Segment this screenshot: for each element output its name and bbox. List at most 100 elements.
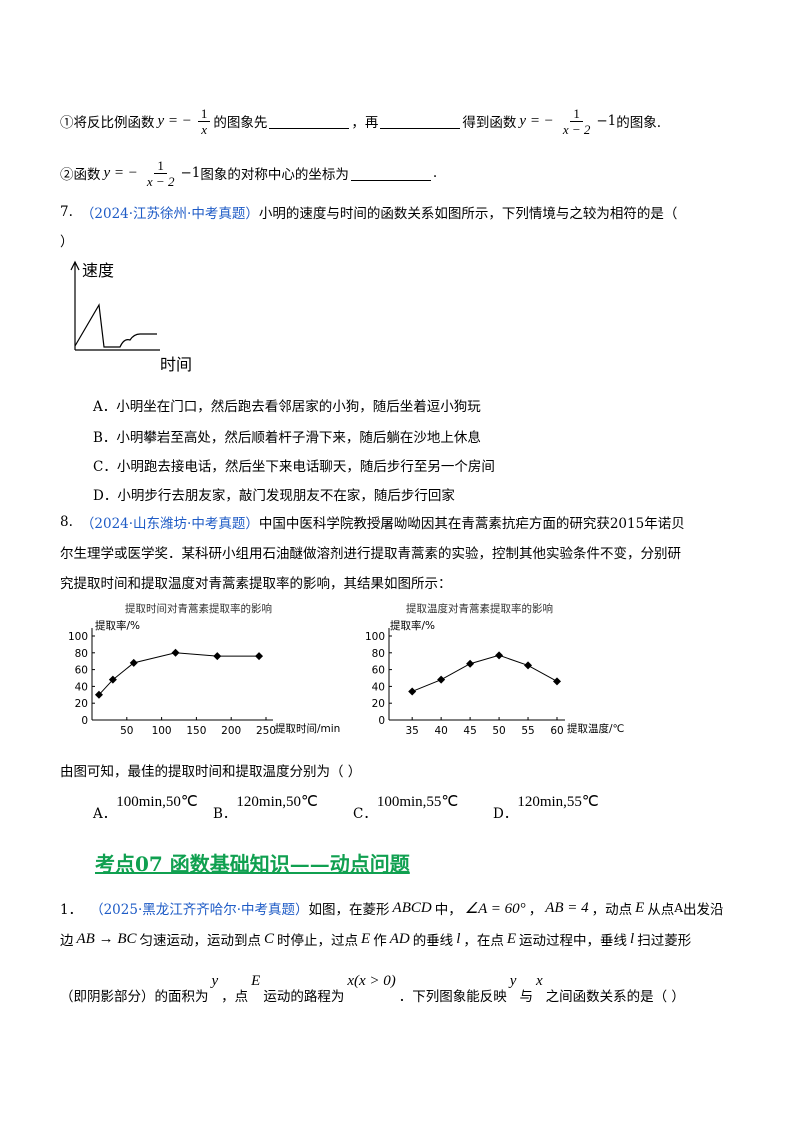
- question-stem: 8. （2024·山东潍坊·中考真题） 中国中医科学院教授屠呦呦因其在青蒿素抗疟…: [60, 510, 685, 534]
- text: ，动点: [591, 902, 633, 918]
- data-point: [255, 652, 264, 661]
- y-tick-label: 20: [75, 698, 88, 710]
- source: （2025·黑龙江齐齐哈尔·中考真题）: [90, 902, 309, 918]
- text: ）: [60, 234, 74, 250]
- curve: [74, 303, 157, 348]
- text: ①将反比例函数: [60, 115, 155, 131]
- y-tick-label: 0: [81, 715, 88, 727]
- data-line: [411, 654, 558, 692]
- text: 的图象.: [616, 115, 662, 131]
- option-text: 小明步行去朋友家，敲门发现朋友不在家，随后步行回家: [117, 488, 455, 504]
- option: B．小明攀岩至高处，然后顺着杆子滑下来，随后躺在沙地上休息: [93, 426, 481, 446]
- formula: AB = 4: [545, 899, 589, 916]
- text-line: 由图可知，最佳的提取时间和提取温度分别为（ ）: [60, 758, 361, 782]
- y-tick-label: 60: [372, 665, 385, 677]
- text: 运动过程中，垂线: [519, 933, 628, 949]
- text: ，在点: [463, 933, 504, 949]
- formula: y = −: [519, 112, 554, 129]
- data-point: [437, 675, 446, 684]
- data-point: [129, 658, 138, 667]
- x-tick-label: 50: [120, 725, 133, 737]
- axis-label: 速度: [82, 261, 114, 280]
- y-tick-label: 100: [68, 631, 88, 643]
- data-point: [553, 677, 561, 686]
- text: 的图象先: [213, 115, 268, 131]
- formula: ∠A = 60°: [464, 900, 526, 917]
- text: 的垂线: [412, 933, 454, 949]
- section-heading: 考点07 函数基础知识——动点问题: [95, 852, 410, 876]
- text: 图象的对称中心的坐标为: [200, 167, 349, 183]
- x-tick-label: 45: [463, 725, 476, 737]
- blank: [269, 114, 350, 129]
- option-text: 100min,50℃: [116, 794, 198, 810]
- question-number: 1．: [60, 902, 83, 918]
- formula: l: [630, 930, 635, 947]
- data-point: [108, 675, 117, 684]
- option-label: B．: [213, 806, 237, 822]
- formula: −1: [180, 165, 201, 181]
- formula: E: [251, 972, 261, 989]
- source: （2024·江苏徐州·中考真题）: [80, 206, 259, 222]
- data-point: [466, 659, 475, 668]
- data-point: [524, 661, 533, 670]
- text: ，点: [221, 989, 249, 1005]
- source: （2024·山东潍坊·中考真题）: [80, 516, 259, 532]
- y-tick-label: 60: [75, 665, 88, 677]
- chart-title: 提取温度对青蒿素提取率的影响: [406, 602, 553, 615]
- formula: y = −: [157, 112, 192, 129]
- text-line: 边 AB → BC 匀速运动，运动到点 C 时停止，过点 E 作 AD 的垂线 …: [60, 927, 691, 951]
- text: 由图可知，最佳的提取时间和提取温度分别为（ ）: [60, 764, 362, 780]
- option-text: 120min,50℃: [236, 794, 318, 810]
- text: 出发沿: [682, 902, 724, 918]
- text: 究提取时间和提取温度对青蒿素提取率的影响，其结果如图所示：: [60, 576, 452, 592]
- formula: x(x > 0): [347, 972, 396, 989]
- option-label: C．: [93, 459, 117, 475]
- question-number: 7.: [60, 204, 73, 220]
- formula: E: [635, 899, 645, 916]
- axis-label: 时间: [160, 355, 192, 374]
- text: ，再: [351, 115, 379, 131]
- data-point: [171, 648, 180, 657]
- data-line: [98, 652, 260, 696]
- text: 尔生理学或医学奖．某科研小组用石油醚做溶剂进行提取青蒿素的实验，控制其他实验条件…: [60, 546, 681, 562]
- option-text: 小明跑去接电话，然后坐下来电话聊天，随后步行至另一个房间: [116, 459, 495, 475]
- formula: A: [674, 901, 683, 915]
- y-tick-label: 80: [75, 648, 88, 660]
- formula: y: [509, 972, 517, 989]
- blank: [350, 166, 431, 181]
- text-line: 尔生理学或医学奖．某科研小组用石油醚做溶剂进行提取青蒿素的实验，控制其他实验条件…: [60, 540, 681, 564]
- text: 小明的速度与时间的函数关系如图所示，下列情境与之较为相符的是（: [258, 206, 678, 222]
- x-tick-label: 100: [152, 725, 172, 737]
- text: 作: [373, 933, 387, 949]
- y-tick-label: 40: [372, 681, 385, 693]
- option: A．小明坐在门口，然后跑去看邻居家的小狗，随后坐着逗小狗玩: [93, 395, 481, 415]
- option-text: 小明坐在门口，然后跑去看邻居家的小狗，随后坐着逗小狗玩: [116, 399, 481, 415]
- formula: C: [264, 930, 275, 947]
- text: ②函数: [60, 167, 101, 183]
- x-tick-label: 200: [221, 725, 241, 737]
- x-tick-label: 50: [492, 725, 505, 737]
- data-point: [94, 690, 103, 699]
- text-line: ）: [60, 228, 74, 252]
- denominator: x: [201, 121, 208, 137]
- question-stem: 1． （2025·黑龙江齐齐哈尔·中考真题） 如图，在菱形 ABCD 中， ∠A…: [60, 896, 723, 920]
- speed-time-sketch: [70, 260, 160, 351]
- text: ．下列图象能反映: [398, 989, 507, 1005]
- y-axis-label: 提取率/%: [390, 619, 435, 632]
- text: 边: [60, 933, 74, 949]
- formula: ABCD: [392, 899, 432, 916]
- option: C．100min,55℃: [353, 790, 458, 822]
- text-line: 究提取时间和提取温度对青蒿素提取率的影响，其结果如图所示：: [60, 570, 452, 594]
- data-point: [495, 651, 504, 660]
- x-tick-label: 35: [405, 725, 418, 737]
- question-number: 8.: [60, 514, 73, 530]
- option: A．100min,50℃: [93, 790, 198, 822]
- chart-title: 提取时间对青蒿素提取率的影响: [125, 602, 272, 615]
- formula: l: [456, 930, 461, 947]
- option: B．120min,50℃: [213, 790, 318, 822]
- x-tick-label: 40: [434, 725, 447, 737]
